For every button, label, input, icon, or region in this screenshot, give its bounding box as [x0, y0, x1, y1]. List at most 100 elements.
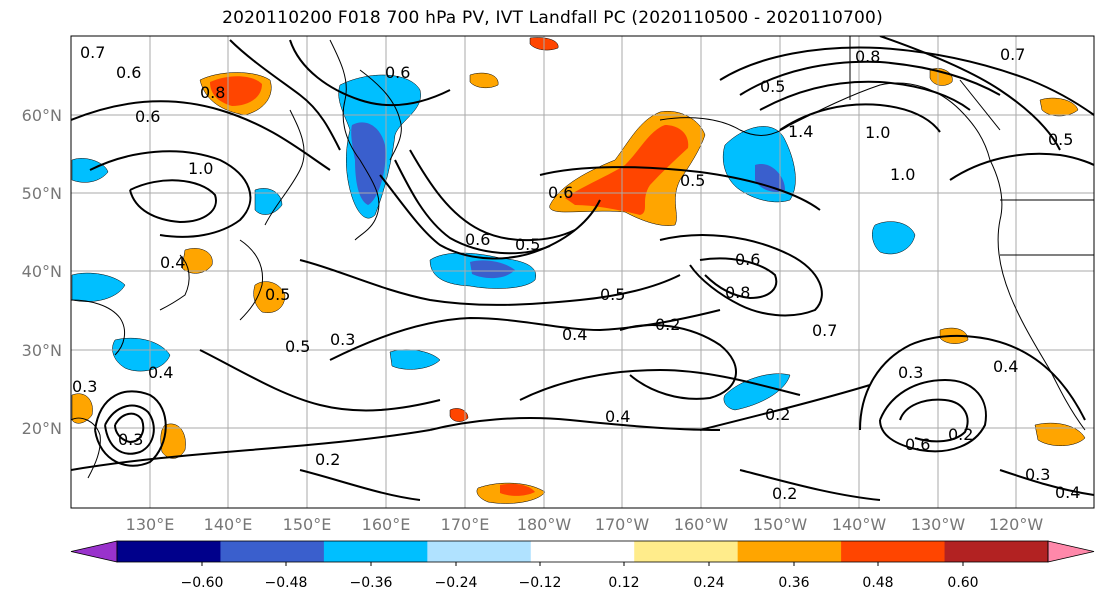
- colorbar-tick-label: −0.36: [350, 575, 393, 591]
- contour-label: 0.7: [812, 321, 837, 340]
- contour-label: 0.5: [285, 337, 310, 356]
- orange-patch-philippine-sea: [160, 423, 186, 459]
- blue-patch-east: [872, 221, 916, 255]
- lon-label: 130°E: [126, 515, 175, 534]
- orange-patch-mexico: [1034, 422, 1086, 446]
- colorbar-tick-label: 0.48: [862, 575, 893, 591]
- lat-label-20n: 20°N: [22, 419, 62, 438]
- contour-label: 0.4: [148, 363, 173, 382]
- lat-label-40n: 40°N: [22, 262, 62, 281]
- colorbar-tick-label: 0.12: [608, 575, 639, 591]
- contour-label: 0.3: [118, 430, 143, 449]
- colorbar-border: [116, 540, 1049, 563]
- contour-label: 1.0: [890, 165, 915, 184]
- lon-label: 160°W: [674, 515, 729, 534]
- negative-anomaly-shading: [71, 74, 916, 411]
- contour-label: 0.2: [315, 450, 340, 469]
- lat-label-50n: 50°N: [22, 184, 62, 203]
- lat-label-30n: 30°N: [22, 341, 62, 360]
- blue-patch-sub: [723, 373, 791, 411]
- map-frame: [70, 35, 1095, 509]
- colorbar-swatch: [634, 541, 739, 562]
- blue-patch-sw: [112, 337, 171, 372]
- lon-label: 150°E: [283, 515, 332, 534]
- contour-label: 0.5: [600, 285, 625, 304]
- coastlines: [71, 36, 1094, 479]
- pv-contours: [71, 36, 1094, 501]
- orange-patch-canada: [1039, 97, 1079, 117]
- colorbar-tick-label: 0.24: [693, 575, 724, 591]
- colorbar-swatch: [737, 541, 842, 562]
- contour-label: 0.6: [385, 63, 410, 82]
- colorbar-extend-high: [1047, 540, 1095, 563]
- longitude-labels: 130°E 140°E 150°E 160°E 170°E 180°W 170°…: [126, 515, 1044, 534]
- contour-label: 0.4: [605, 407, 630, 426]
- contour-label: 0.2: [772, 484, 797, 503]
- lon-label: 140°W: [832, 515, 887, 534]
- contour-label: 1.4: [788, 122, 813, 141]
- graticule: [71, 36, 1094, 508]
- contour-label: 0.7: [1000, 45, 1025, 64]
- latitude-labels: 20°N 30°N 40°N 50°N 60°N: [22, 106, 62, 438]
- colorbar-swatch: [944, 541, 1049, 562]
- lon-label: 170°E: [441, 515, 490, 534]
- red-core-south: [500, 483, 535, 496]
- colorbar-extend-low: [70, 540, 118, 563]
- contour-label: 0.2: [948, 425, 973, 444]
- contour-label: 0.5: [265, 285, 290, 304]
- contour-label: 0.4: [993, 357, 1018, 376]
- orange-patch-korea: [181, 248, 213, 274]
- blue-patch-nw: [71, 158, 109, 183]
- contour-label: 0.6: [465, 230, 490, 249]
- contour-label: 0.2: [655, 315, 680, 334]
- colorbar-tick-label: 0.36: [778, 575, 809, 591]
- dark-blue-core-kamchatka: [351, 122, 386, 205]
- lon-label: 140°E: [204, 515, 253, 534]
- contour-label: 0.3: [330, 330, 355, 349]
- colorbar-tick-label: −0.48: [265, 575, 308, 591]
- orange-patch-bering: [469, 72, 499, 89]
- colorbar-tick-label: 0.60: [947, 575, 978, 591]
- contour-label: 0.3: [1025, 465, 1050, 484]
- lon-label: 150°W: [753, 515, 808, 534]
- colorbar-swatch: [841, 541, 946, 562]
- lon-label: 130°W: [911, 515, 966, 534]
- lat-label-60n: 60°N: [22, 106, 62, 125]
- colorbar-swatch: [220, 541, 325, 562]
- contour-label: 0.4: [160, 253, 185, 272]
- contour-label: 0.8: [200, 83, 225, 102]
- contour-label: 0.4: [1055, 483, 1080, 502]
- lon-label: 180°W: [517, 515, 572, 534]
- red-core-siberia: [210, 76, 262, 106]
- red-patch-small: [449, 408, 469, 422]
- dark-blue-core-central: [470, 260, 515, 279]
- contour-label: 0.6: [548, 183, 573, 202]
- orange-patch-japan: [253, 281, 286, 313]
- lon-label: 170°W: [595, 515, 650, 534]
- contour-label: 0.5: [515, 235, 540, 254]
- contour-label: 0.3: [898, 363, 923, 382]
- contour-label: 0.8: [855, 47, 880, 66]
- contour-label: 0.8: [725, 283, 750, 302]
- contour-label: 0.6: [735, 250, 760, 269]
- contour-label: 0.6: [905, 435, 930, 454]
- contour-label: 0.4: [562, 325, 587, 344]
- contour-label: 0.2: [765, 405, 790, 424]
- contour-label: 0.6: [135, 107, 160, 126]
- colorbar-swatch: [117, 541, 221, 562]
- blue-patch-west: [71, 272, 126, 302]
- contour-label: 0.6: [116, 63, 141, 82]
- colorbar-tick-label: −0.60: [181, 575, 224, 591]
- chart-title: 2020110200 F018 700 hPa PV, IVT Landfall…: [222, 8, 883, 28]
- colorbar-tick-label: −0.24: [435, 575, 478, 591]
- contour-label: 1.0: [865, 123, 890, 142]
- contour-labels: 0.7 0.6 0.8 0.6 1.0 0.4 0.5 0.6 0.5 0.6 …: [72, 43, 1080, 503]
- contour-label: 0.3: [72, 377, 97, 396]
- contour-label: 0.7: [80, 43, 105, 62]
- contour-label: 0.5: [760, 77, 785, 96]
- contour-label: 0.5: [680, 171, 705, 190]
- colorbar-swatch: [530, 541, 635, 562]
- lon-label: 160°E: [362, 515, 411, 534]
- colorbar-tick-label: −0.12: [519, 575, 562, 591]
